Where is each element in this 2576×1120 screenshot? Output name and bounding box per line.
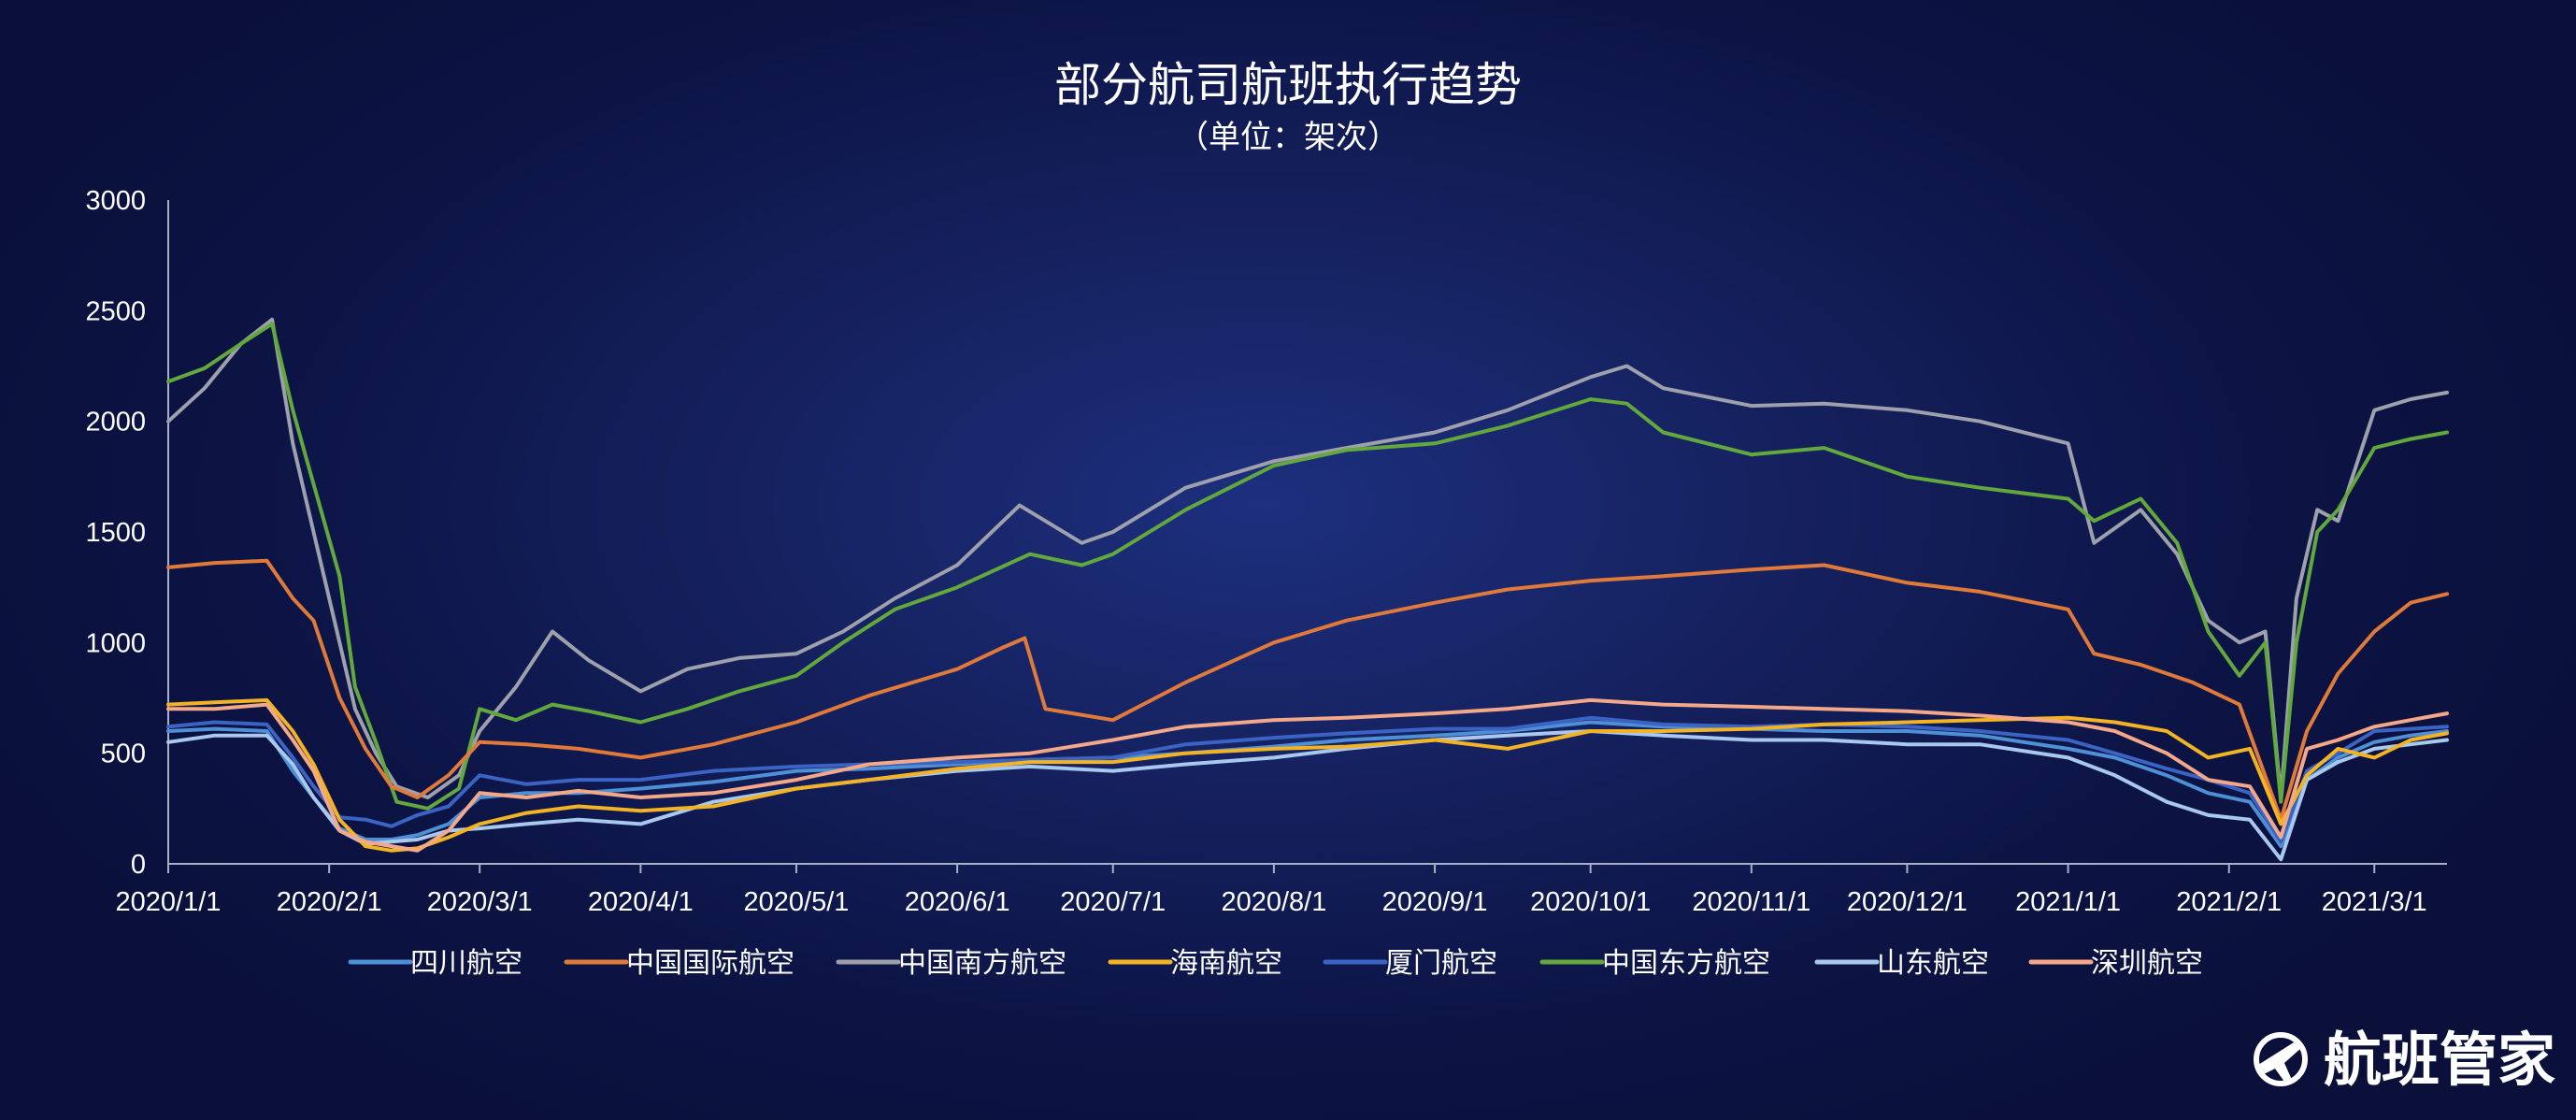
legend: 四川航空 中国国际航空 中国南方航空 海南航空 厦门航空 中国东方航空 山东航空 深圳航空 [348,947,2203,980]
x-tick-label: 2020/7/1 [1060,887,1166,917]
x-tick-label: 2020/5/1 [744,887,850,917]
y-tick-label: 0 [131,850,146,880]
brand-logo-text: 航班管家 [2324,1026,2555,1094]
legend-label: 中国国际航空 [626,947,794,980]
legend-label: 中国东方航空 [1602,947,1770,980]
y-tick-label: 3000 [85,186,146,216]
x-tick-label: 2020/11/1 [1692,887,1810,917]
y-tick-label: 1000 [85,628,146,658]
legend-label: 海南航空 [1170,947,1282,980]
x-tick-label: 2020/3/1 [427,887,533,917]
legend-label: 山东航空 [1877,947,1989,980]
chart-subtitle: （单位：架次） [1177,119,1399,156]
x-tick-label: 2020/1/1 [116,887,222,917]
x-tick-label: 2020/10/1 [1530,887,1651,917]
x-tick-label: 2020/2/1 [277,887,382,917]
plane-circle-icon [2254,1032,2308,1086]
legend-label: 四川航空 [410,947,522,980]
y-tick-label: 1500 [85,518,146,548]
series-line-6 [166,729,2449,862]
x-tick-label: 2020/6/1 [905,887,1010,917]
legend-label: 中国南方航空 [898,947,1066,980]
series-lines [166,317,2449,862]
series-line-5 [166,322,2449,811]
series-line-0 [166,720,2449,849]
legend-label: 厦门航空 [1385,947,1497,980]
y-tick-label: 2500 [85,296,146,326]
series-line-3 [166,697,2449,853]
series-line-4 [166,715,2449,844]
y-tick-label: 500 [101,739,146,769]
brand-logo: 航班管家 [2254,1026,2555,1094]
x-tick-label: 2021/1/1 [2015,887,2121,917]
legend-label: 深圳航空 [2091,947,2203,980]
series-line-1 [166,558,2449,822]
y-tick-label: 2000 [85,408,146,438]
series-line-7 [166,697,2449,853]
x-tick-label: 2020/9/1 [1382,887,1488,917]
x-tick-label: 2020/4/1 [588,887,694,917]
y-axis-ticks: 0 500 1000 1500 2000 2500 3000 [85,186,146,880]
x-tick-label: 2021/3/1 [2322,887,2427,917]
series-line-2 [166,317,2449,799]
x-tick-label: 2021/2/1 [2176,887,2282,917]
x-tick-label: 2020/12/1 [1847,887,1968,917]
chart-title: 部分航司航班执行趋势 [1054,58,1522,112]
x-tick-label: 2020/8/1 [1221,887,1326,917]
x-axis-ticks: 2020/1/1 2020/2/1 2020/3/1 2020/4/1 2020/5/1… [116,864,2427,917]
